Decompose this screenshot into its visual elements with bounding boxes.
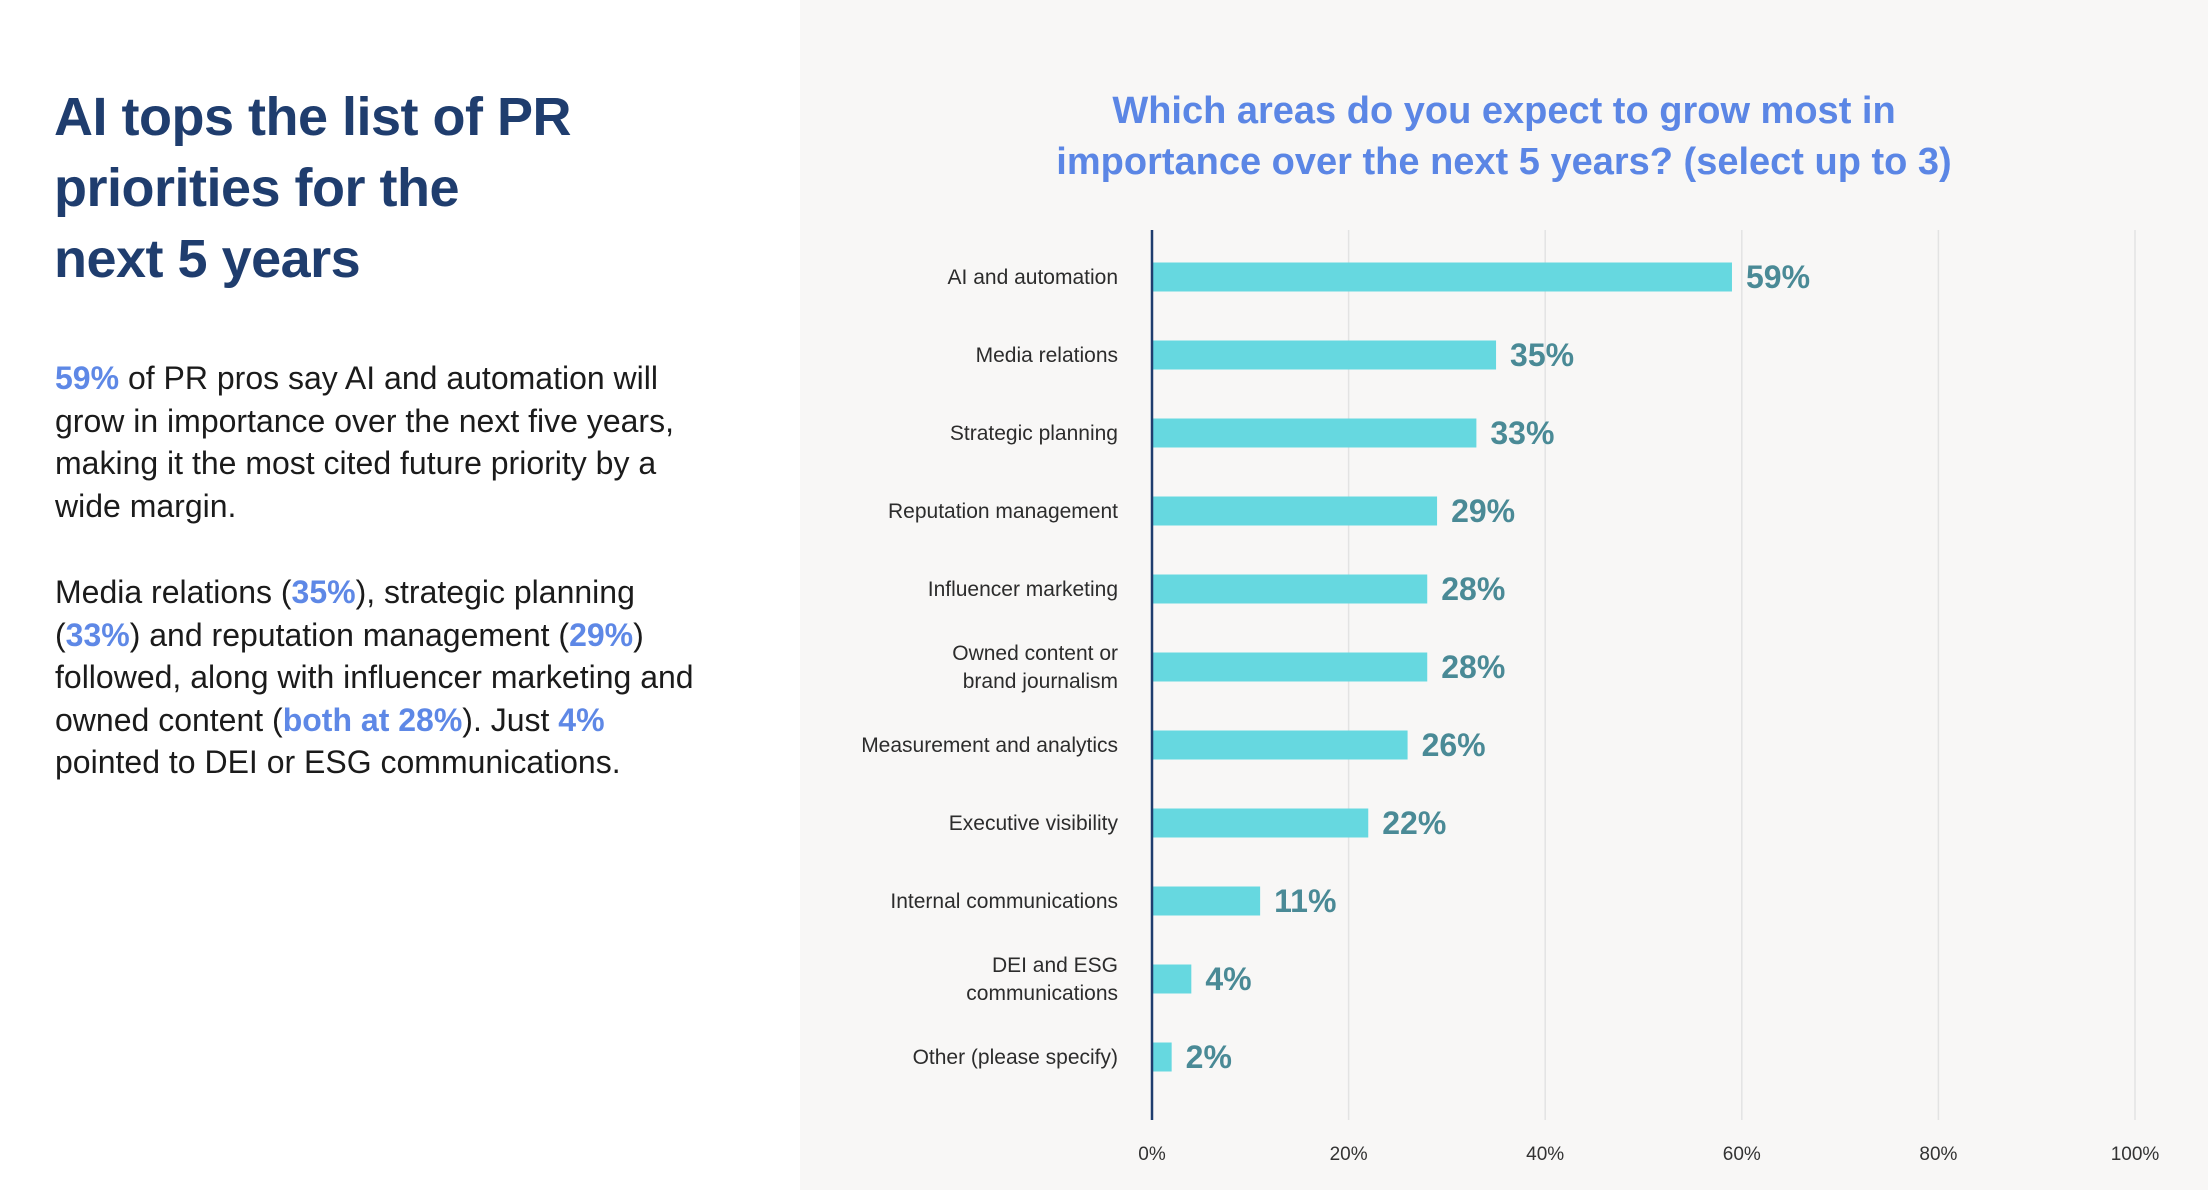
chart-panel: Which areas do you expect to grow most i… bbox=[800, 0, 2208, 1190]
bar bbox=[1152, 574, 1428, 604]
category-label: Other (please specify) bbox=[913, 1046, 1118, 1069]
bar bbox=[1152, 652, 1428, 682]
headline-line-2: priorities for the bbox=[54, 158, 460, 218]
paragraph-text: ). Just bbox=[462, 701, 559, 738]
highlighted-stat: 33% bbox=[65, 616, 130, 653]
data-label: 26% bbox=[1422, 727, 1486, 763]
headline-line-1: AI tops the list of PR bbox=[54, 87, 572, 147]
data-label: 33% bbox=[1490, 415, 1554, 451]
left-panel: AI tops the list of PR priorities for th… bbox=[0, 0, 800, 1190]
summary-paragraph-2: Media relations (35%), strategic plannin… bbox=[55, 571, 695, 784]
x-tick-label: 0% bbox=[1138, 1144, 1166, 1165]
bar bbox=[1152, 496, 1438, 526]
bar bbox=[1152, 1042, 1172, 1072]
summary-paragraph-1: 59% of PR pros say AI and automation wil… bbox=[55, 357, 695, 527]
category-label: communications bbox=[966, 982, 1118, 1005]
category-label: Internal communications bbox=[890, 890, 1118, 913]
paragraph-text: ) followed, along with influencer market… bbox=[55, 616, 694, 738]
chart-title-line-1: Which areas do you expect to grow most i… bbox=[1112, 90, 1896, 132]
category-label: brand journalism bbox=[963, 670, 1118, 693]
headline: AI tops the list of PR priorities for th… bbox=[54, 82, 754, 295]
x-tick-label: 60% bbox=[1723, 1144, 1761, 1165]
data-label: 2% bbox=[1186, 1039, 1232, 1075]
bar bbox=[1152, 964, 1192, 994]
headline-line-3: next 5 years bbox=[54, 229, 361, 289]
data-label: 4% bbox=[1205, 961, 1251, 997]
data-label: 29% bbox=[1451, 493, 1515, 529]
data-label: 59% bbox=[1746, 259, 1810, 295]
highlighted-stat: 4% bbox=[558, 701, 605, 738]
data-label: 35% bbox=[1510, 337, 1574, 373]
highlighted-stat: 59% bbox=[55, 360, 120, 396]
paragraph-text: of PR pros say AI and automation will gr… bbox=[55, 360, 674, 524]
bar bbox=[1152, 340, 1497, 370]
x-tick-label: 100% bbox=[2111, 1144, 2160, 1165]
bar bbox=[1152, 886, 1261, 916]
paragraph-text: pointed to DEI or ESG communications. bbox=[55, 744, 621, 780]
data-label: 22% bbox=[1382, 805, 1446, 841]
bar bbox=[1152, 418, 1477, 448]
paragraph-text: ) and reputation management ( bbox=[129, 616, 570, 653]
data-label: 28% bbox=[1441, 571, 1505, 607]
paragraph-text: Media relations ( bbox=[55, 574, 292, 610]
category-label: Executive visibility bbox=[949, 812, 1119, 835]
bar bbox=[1152, 730, 1408, 760]
category-label: DEI and ESG bbox=[992, 954, 1118, 977]
data-label: 28% bbox=[1441, 649, 1505, 685]
bar bbox=[1152, 262, 1732, 292]
chart-title-line-2: importance over the next 5 years? (selec… bbox=[1056, 141, 1952, 183]
x-tick-label: 80% bbox=[1919, 1144, 1957, 1165]
category-label: Owned content or bbox=[952, 642, 1118, 665]
highlighted-stat: 29% bbox=[569, 616, 634, 653]
category-label: Measurement and analytics bbox=[861, 734, 1118, 757]
x-tick-label: 40% bbox=[1526, 1144, 1564, 1165]
paragraph-text: ), strategic planning ( bbox=[55, 574, 635, 653]
data-label: 11% bbox=[1274, 883, 1336, 919]
category-label: Influencer marketing bbox=[928, 578, 1118, 601]
category-label: AI and automation bbox=[948, 266, 1118, 289]
category-label: Reputation management bbox=[888, 500, 1118, 523]
chart-title: Which areas do you expect to grow most i… bbox=[800, 86, 2208, 188]
highlighted-stat: 35% bbox=[291, 574, 356, 610]
x-tick-label: 20% bbox=[1330, 1144, 1368, 1165]
category-label: Strategic planning bbox=[950, 422, 1118, 445]
bar bbox=[1152, 808, 1369, 838]
category-label: Media relations bbox=[976, 344, 1118, 367]
highlighted-stat: both at 28% bbox=[282, 701, 463, 738]
bar-chart: 0% 20% 40% 60% 80% 100% AI and automation 59% Me… bbox=[861, 230, 2160, 1165]
